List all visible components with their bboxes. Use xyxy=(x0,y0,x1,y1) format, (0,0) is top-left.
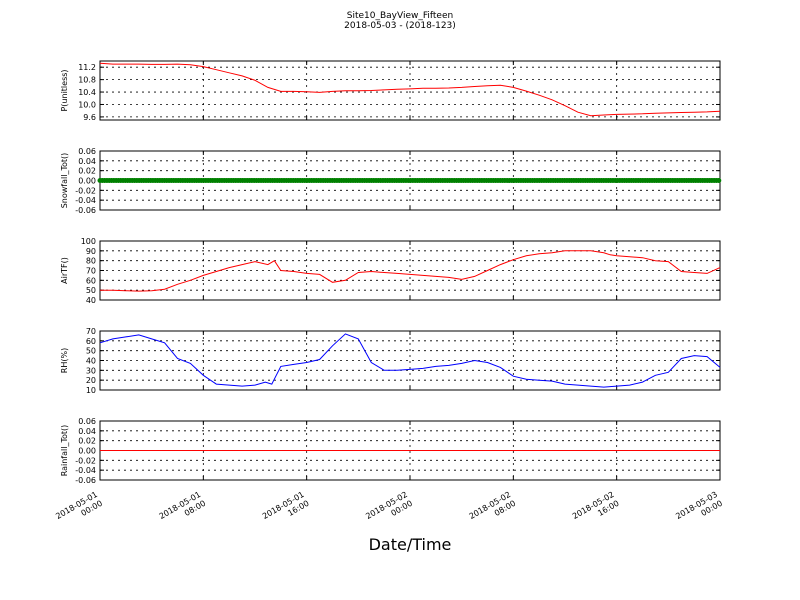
x-tick-label: 2018-05-0300:00 xyxy=(674,490,724,530)
panel-3-ytick-label: 70 xyxy=(86,267,96,276)
panel-5-ylabel: Rainfall_Tot() xyxy=(60,425,69,477)
panel-2-ytick-label: -0.06 xyxy=(75,206,96,215)
panel-3-series-1-line xyxy=(100,250,721,292)
panel-4-ytick-label: 60 xyxy=(86,337,96,346)
panel-4-frame xyxy=(99,330,721,391)
panel-4-ytick-label: 70 xyxy=(86,327,96,336)
panel-4-ylabel: RH(%) xyxy=(60,348,69,373)
panel-3-ytick-label: 90 xyxy=(86,247,96,256)
panel-2-ytick-label: 0.00 xyxy=(78,177,96,186)
x-tick-label: 2018-05-0208:00 xyxy=(468,490,518,530)
panel-2-ylabel: Snowfall_Tot() xyxy=(60,153,69,209)
panel-4-ytick-label: 40 xyxy=(86,357,96,366)
x-tick-label: 2018-05-0100:00 xyxy=(54,490,104,530)
panel-1-frame xyxy=(99,60,721,121)
panel-5-ytick-label: -0.04 xyxy=(75,466,96,475)
panel-1-ylabel: P(unitless) xyxy=(60,69,69,111)
panel-3-ytick-label: 50 xyxy=(86,286,96,295)
panel-2-ytick-label: 0.06 xyxy=(78,147,96,156)
panel-3-frame xyxy=(99,240,721,301)
x-tick-label: 2018-05-0216:00 xyxy=(571,490,621,530)
panel-2-ytick-label: -0.02 xyxy=(75,186,96,195)
chart-title: Site10_BayView_Fifteen xyxy=(346,11,454,21)
panel-2-ytick-label: 0.04 xyxy=(78,157,96,166)
panel-1-ytick-label: 10.0 xyxy=(78,100,96,109)
panel-3-ytick-label: 60 xyxy=(86,276,96,285)
panel-3-ytick-label: 100 xyxy=(81,237,96,246)
panel-1-ytick-label: 10.8 xyxy=(78,76,96,85)
panel-1-ytick-label: 10.4 xyxy=(78,88,96,97)
panel-5-ytick-label: -0.02 xyxy=(75,456,96,465)
panel-5-ytick-label: 0.04 xyxy=(78,427,96,436)
panel-4-ytick-label: 30 xyxy=(86,366,96,375)
panel-2-ytick-label: -0.04 xyxy=(75,196,96,205)
panel-4-series-1-line xyxy=(99,333,721,388)
panel-2-ytick-label: 0.02 xyxy=(78,167,96,176)
panel-5-ytick-label: 0.06 xyxy=(78,417,96,426)
panel-3-ylabel: AirTF() xyxy=(60,257,69,284)
panel-1-series-1-line xyxy=(99,62,721,117)
panel-5-ytick-label: 0.00 xyxy=(78,447,96,456)
panel-5-ytick-label: -0.06 xyxy=(75,476,96,485)
chart-subtitle: 2018-05-03 - (2018-123) xyxy=(344,21,456,31)
x-tick-label: 2018-05-0108:00 xyxy=(158,490,208,530)
panel-1-ytick-label: 11.2 xyxy=(78,63,96,72)
panel-1-ytick-label: 9.6 xyxy=(83,113,96,122)
panel-5-ytick-label: 0.02 xyxy=(78,437,96,446)
panel-4-ytick-label: 50 xyxy=(86,347,96,356)
panel-3-ytick-label: 40 xyxy=(86,296,96,305)
panel-3-ytick-label: 80 xyxy=(86,257,96,266)
x-axis-label: Date/Time xyxy=(369,535,452,554)
panel-4-ytick-label: 10 xyxy=(86,386,96,395)
x-tick-label: 2018-05-0116:00 xyxy=(261,490,311,530)
panel-4-ytick-label: 20 xyxy=(86,376,96,385)
x-tick-label: 2018-05-0200:00 xyxy=(364,490,414,530)
